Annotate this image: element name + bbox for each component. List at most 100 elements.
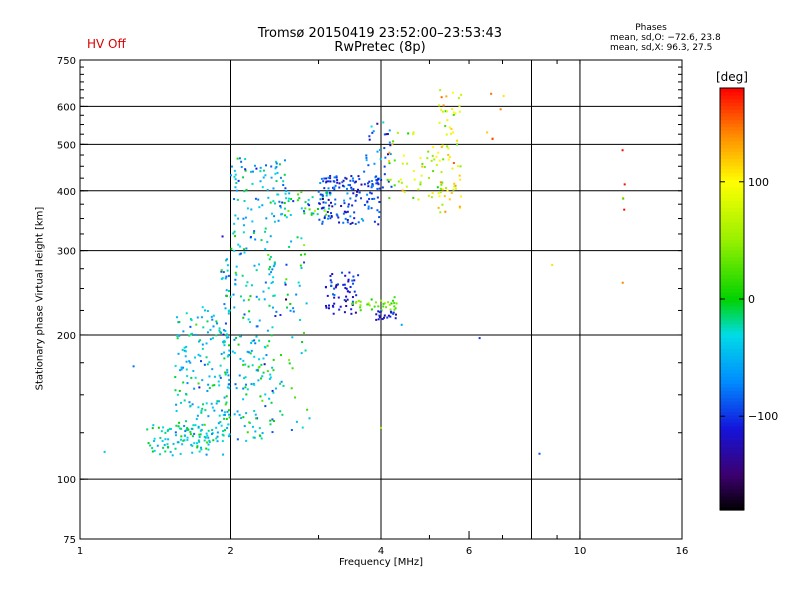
data-point [147, 442, 150, 445]
data-point [352, 282, 355, 285]
data-point [258, 206, 261, 209]
data-point [359, 309, 362, 312]
data-point [252, 231, 255, 234]
colorbar-segment [720, 488, 744, 494]
data-point [277, 219, 280, 222]
data-point [329, 180, 332, 183]
colorbar-segment [720, 267, 744, 272]
data-point [159, 436, 162, 439]
data-point [298, 197, 301, 200]
colorbar: 100 0 −100 [719, 87, 778, 511]
data-point [405, 185, 408, 188]
data-point [368, 135, 371, 138]
data-point [164, 450, 167, 453]
data-point [213, 409, 216, 412]
data-point [268, 340, 271, 343]
data-point [352, 188, 355, 191]
data-point [447, 153, 450, 156]
data-point [388, 129, 391, 132]
data-point [205, 432, 208, 435]
colorbar-tick-label: 100 [748, 176, 769, 189]
data-point [242, 217, 245, 220]
colorbar-segment [720, 376, 744, 381]
colorbar-segment [720, 253, 744, 258]
data-point [198, 433, 201, 436]
data-point [348, 291, 351, 294]
data-point [242, 398, 245, 401]
data-point [199, 339, 202, 342]
data-point [237, 243, 240, 246]
data-point [197, 426, 200, 429]
data-point [186, 375, 189, 378]
colorbar-segment [720, 471, 744, 476]
data-point [366, 303, 369, 306]
data-point [343, 311, 346, 314]
data-point [380, 178, 383, 181]
data-point [451, 107, 454, 110]
data-point [369, 191, 372, 194]
colorbar-segment [720, 207, 744, 212]
data-point [347, 205, 350, 208]
data-point [412, 170, 415, 173]
data-point [367, 185, 370, 188]
data-point [218, 414, 221, 417]
data-point [378, 200, 381, 203]
data-point [288, 362, 291, 365]
data-point [276, 171, 279, 174]
data-point [260, 363, 263, 366]
data-point [208, 375, 211, 378]
data-point [621, 281, 624, 284]
data-point [334, 286, 337, 289]
data-point [370, 298, 373, 301]
data-point [432, 170, 435, 173]
data-point [197, 382, 200, 385]
data-point [368, 304, 371, 307]
data-point [192, 369, 195, 372]
data-point [255, 269, 258, 272]
colorbar-segment [720, 327, 744, 332]
data-point [296, 199, 299, 202]
data-point [228, 344, 231, 347]
data-point [396, 131, 399, 134]
data-point [412, 133, 415, 136]
colorbar-segment [720, 197, 744, 202]
data-point [337, 216, 340, 219]
data-point [161, 439, 164, 442]
data-point [346, 187, 349, 190]
data-point [188, 334, 191, 337]
colorbar-segment [720, 478, 744, 483]
data-point [206, 320, 209, 323]
data-point [321, 206, 324, 209]
data-point [390, 185, 393, 188]
data-point [193, 432, 196, 435]
data-point [189, 318, 192, 321]
data-point [458, 205, 461, 208]
data-point [308, 417, 311, 420]
data-point [283, 173, 286, 176]
data-point [441, 110, 444, 113]
data-point [240, 160, 243, 163]
colorbar-segment [720, 284, 744, 290]
data-point [437, 151, 440, 154]
data-point [253, 230, 256, 233]
data-point [203, 363, 206, 366]
data-point [381, 186, 384, 189]
data-point [440, 171, 443, 174]
data-point [242, 359, 245, 362]
data-point [227, 309, 230, 312]
data-point [347, 278, 350, 281]
y-tick-label: 750 [57, 56, 76, 67]
data-point [259, 166, 262, 169]
data-point [318, 218, 321, 221]
data-point [227, 383, 230, 386]
data-point [324, 201, 327, 204]
data-point [298, 284, 301, 287]
data-point [242, 363, 245, 366]
data-point [308, 204, 311, 207]
data-point [191, 444, 194, 447]
data-point [229, 295, 232, 298]
data-point [272, 358, 275, 361]
data-point [269, 235, 272, 238]
data-point [196, 316, 199, 319]
data-point [245, 439, 248, 442]
